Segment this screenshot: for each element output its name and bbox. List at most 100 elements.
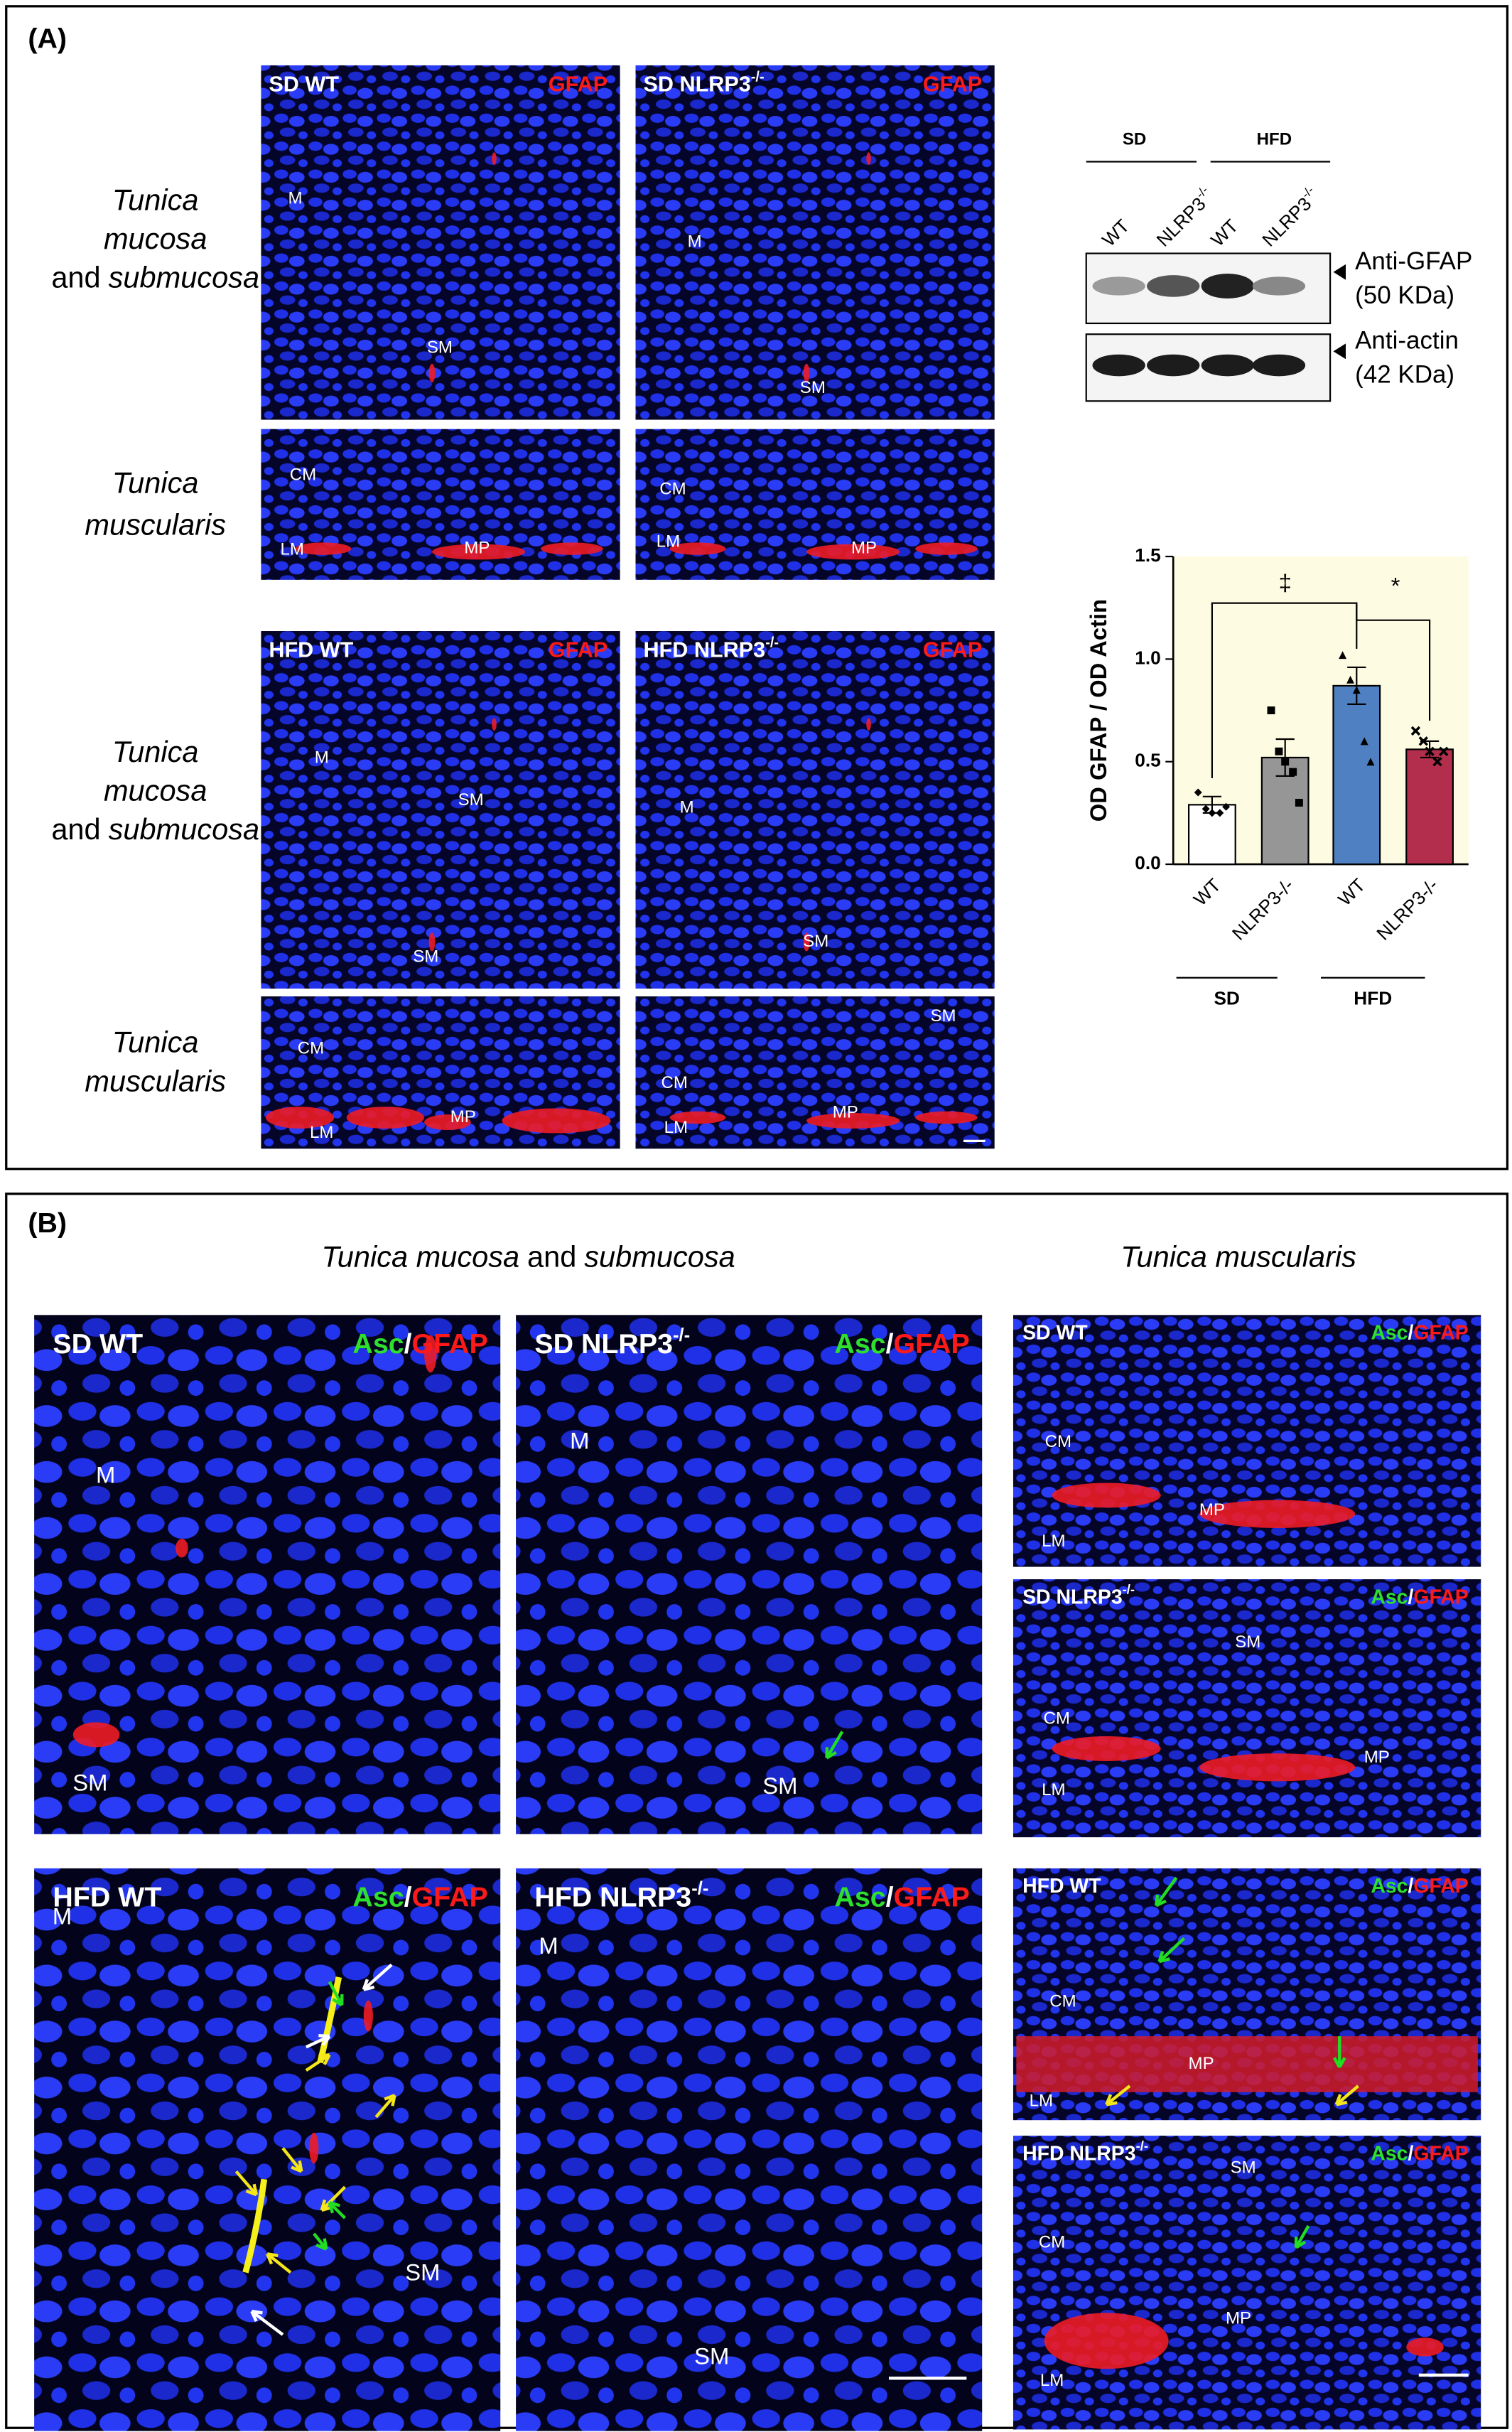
region-label: SM [931,1006,956,1026]
blot-group: SD [1123,129,1146,149]
region-label: MP [833,1102,858,1121]
region-label: LM [1040,2371,1064,2390]
region-label: M [53,1903,72,1930]
gfap-signal [669,1111,726,1124]
stain-label-part: Asc [352,1882,404,1913]
gfap-signal [915,542,978,555]
blot-band [1092,276,1145,296]
significance-label: ‡ [1279,569,1292,596]
data-point [1208,809,1216,817]
region-label: CM [661,1073,687,1092]
band-name: Anti-actin [1355,326,1459,354]
region-label: CM [290,466,316,485]
image-title-part: HFD WT [269,638,353,662]
image-title: SD WT [53,1328,143,1360]
stain-label-part: GFAP [1413,1321,1468,1344]
region-label: SM [694,2342,729,2369]
arrow [362,1963,393,1991]
arrow-head [1332,2057,1341,2068]
micrograph [516,1868,983,2431]
region-label: SM [1235,1632,1260,1652]
image-title-part: HFD NLRP3 [1022,2142,1136,2165]
section-header-part: submucosa [584,1240,735,1274]
row-label: Tunica [112,735,199,768]
blot-band [1201,273,1254,298]
gfap-signal [428,932,436,952]
region-label: MP [1199,1500,1225,1519]
region-label: SM [427,338,453,357]
blot-pointer [1333,343,1346,360]
arrow [1335,2084,1359,2106]
row-label: Tunica [112,1026,199,1059]
region-label: M [688,232,702,252]
gfap-signal [295,542,352,555]
row-label-part: submucosa [109,812,259,846]
data-point [1339,651,1347,660]
stain-label-part: GFAP [1413,1586,1468,1608]
arrow [234,2170,258,2196]
stain-label-part: / [1408,1875,1413,1898]
panel-a-frame [5,5,1509,1171]
arrow [305,2053,330,2072]
arrow [313,2232,328,2251]
arrow-head [321,2035,331,2046]
gfap-signal [346,1107,425,1129]
stain-label-part: Asc [1371,1875,1408,1898]
data-point [1281,758,1290,766]
blot-group: HFD [1257,129,1292,149]
row-label: and submucosa [51,261,259,294]
stain-label-part: GFAP [1413,1875,1468,1898]
stain-label: Asc/GFAP [834,1328,969,1360]
arrow-head [315,2243,328,2251]
stain-label: Asc/GFAP [352,1882,487,1913]
y-tick-label: 0.5 [1135,750,1160,771]
micrograph [261,65,620,420]
arrow-head [245,2189,257,2197]
arrow [825,1731,844,1759]
blot-band [1252,276,1306,296]
band-size: (42 KDa) [1355,361,1454,389]
arrow [328,1981,344,2006]
region-label: LM [1030,2091,1053,2110]
gfap-signal [1406,2337,1444,2357]
arrow-head [1105,2094,1113,2106]
region-label: LM [664,1118,688,1137]
gfap-signal [265,1107,335,1129]
arrow-head [391,2094,396,2107]
micrograph [1012,1579,1481,1838]
stain-label: GFAP [923,72,982,96]
gfap-signal [803,363,810,383]
data-point [1439,746,1449,756]
row-label: and submucosa [51,812,259,846]
data-point [1346,675,1355,684]
stain-label: Asc/GFAP [1371,1875,1468,1898]
arrow-head [329,2201,340,2207]
image-title: SD WT [269,72,339,96]
arrow-head [332,1998,343,2007]
gfap-signal [1199,1753,1356,1782]
blot-band [1147,354,1200,377]
stain-label-part: / [886,1882,894,1913]
image-title-part: HFD NLRP3 [643,638,765,662]
image-title-part: SD NLRP3 [643,72,750,96]
stain-label-part: GFAP [1413,2142,1468,2165]
arrow [320,2185,347,2212]
region-label: LM [310,1123,333,1142]
bar [1405,748,1454,866]
gfap-signal [1052,1483,1161,1508]
micrograph [34,1868,501,2431]
region-label: CM [298,1039,324,1058]
gfap-signal [669,542,726,555]
stain-label-part: Asc [1371,1321,1408,1344]
stain-label-part: Asc [1371,1586,1408,1608]
gfap-signal [176,1539,188,1558]
data-point [1216,809,1224,817]
micrograph [1012,1315,1481,1567]
stain-label-part: / [886,1328,894,1360]
arrow [266,2252,292,2274]
gfap-signal [1052,1736,1161,1761]
region-label: CM [659,479,686,498]
image-title-part: SD NLRP3 [1022,1586,1123,1608]
stain-label: Asc/GFAP [1371,1321,1468,1344]
